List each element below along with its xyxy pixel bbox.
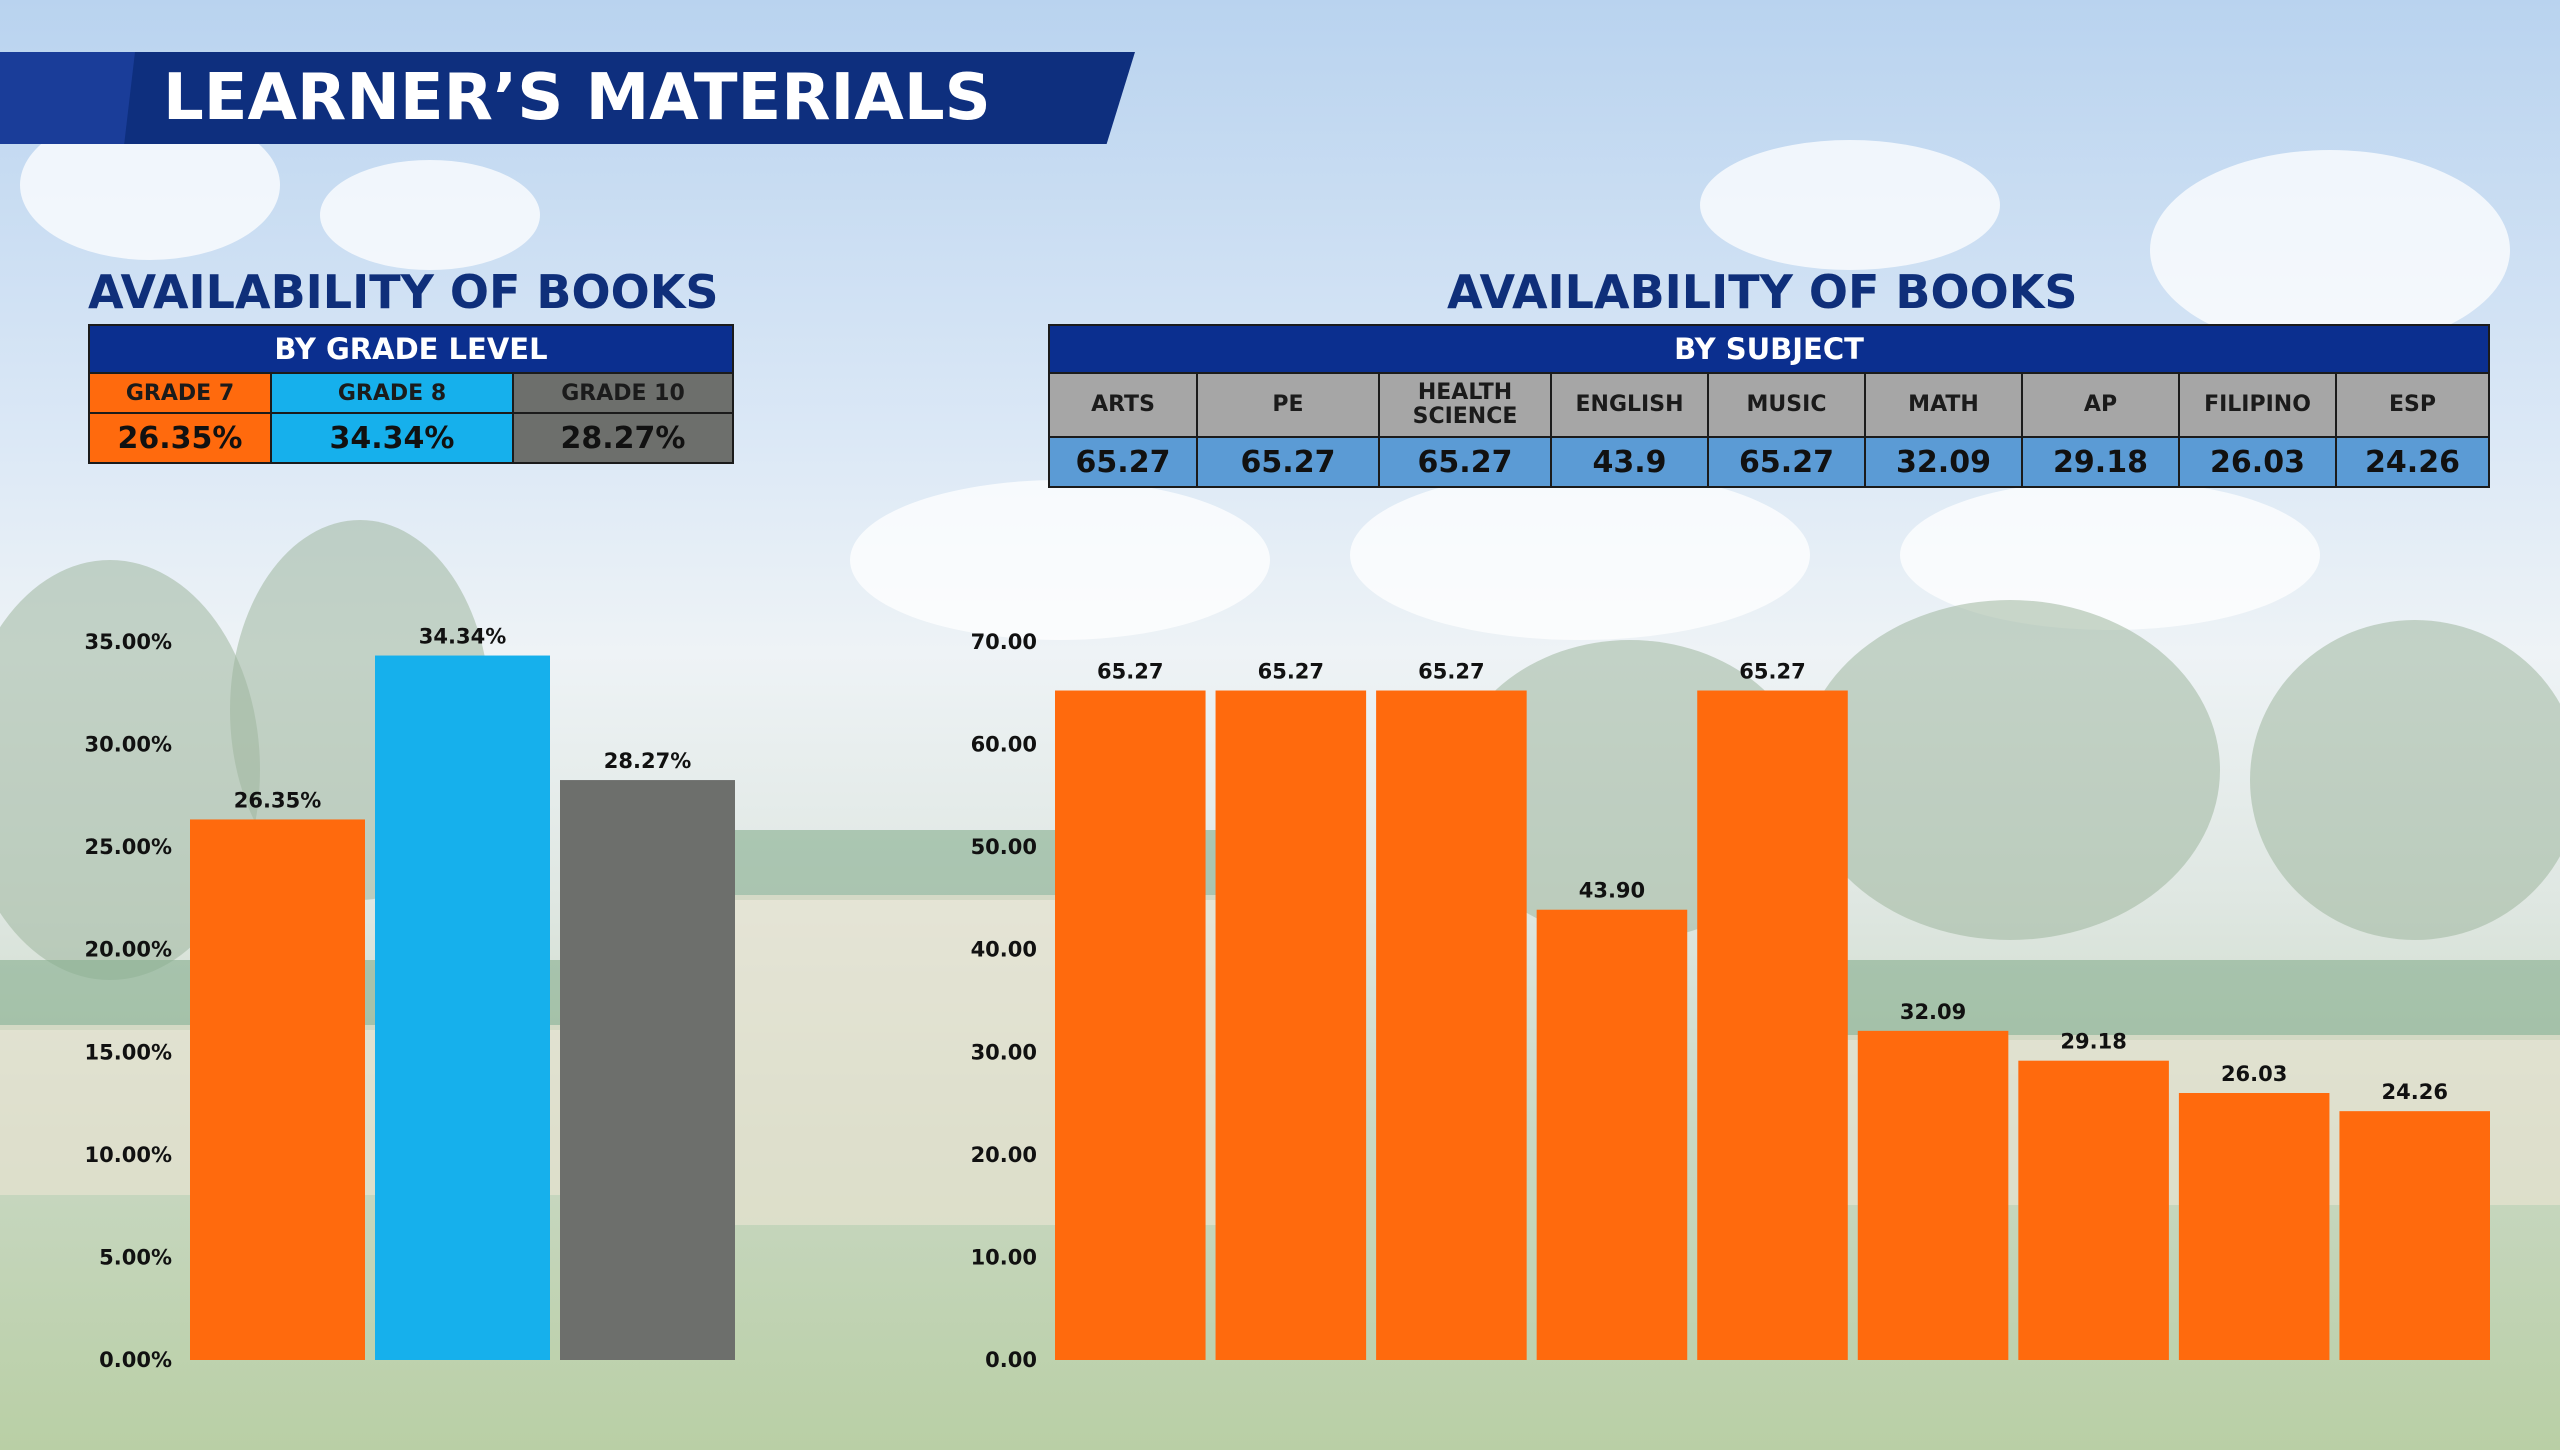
chart2-bar-pe [1215,690,1367,1360]
chart1-bar-grade-8 [375,655,550,1360]
grade-8-value: 34.34% [270,412,514,464]
chart2-bar-arts [1055,690,1206,1360]
subject-label-english: ENGLISH [1550,372,1709,438]
chart2-data-label: 24.26 [2382,1080,2448,1104]
grade-7-label: GRADE 7 [88,372,272,414]
chart2-y-tick-label: 40.00 [971,938,1037,962]
subject-table-header: BY SUBJECT [1048,324,2490,374]
chart2-data-label: 65.27 [1418,660,1484,684]
subject-table: BY SUBJECT ARTS PE HEALTH SCIENCE ENGLISH… [1048,324,2490,488]
chart2-bar-health-science [1376,690,1527,1360]
chart1-y-tick-label: 5.00% [99,1245,172,1269]
chart2-data-label: 65.27 [1258,660,1324,684]
subject-value-ap: 29.18 [2021,436,2180,488]
chart2-data-label: 29.18 [2060,1030,2126,1054]
chart2-y-tick-label: 50.00 [971,835,1037,859]
subject-value-filipino: 26.03 [2178,436,2337,488]
chart2-y-tick-label: 30.00 [971,1040,1037,1064]
subject-value-pe: 65.27 [1196,436,1380,488]
chart2-y-tick-label: 60.00 [971,733,1037,757]
subject-label-pe: PE [1196,372,1380,438]
chart1-y-tick-label: 25.00% [85,835,172,859]
chart2-data-label: 65.27 [1739,660,1805,684]
chart2-bar-math [1857,1030,2009,1360]
subject-label-health-science: HEALTH SCIENCE [1378,372,1552,438]
grade-level-table-header: BY GRADE LEVEL [88,324,734,374]
chart2-bar-ap [2018,1060,2169,1360]
chart2-data-label: 32.09 [1900,1000,1966,1024]
chart2-data-label: 26.03 [2221,1062,2287,1086]
right-heading: AVAILABILITY OF BOOKS [1447,265,2078,319]
subject-value-esp: 24.26 [2335,436,2490,488]
page-title: LEARNER’S MATERIALS [163,61,991,135]
subject-label-filipino: FILIPINO [2178,372,2337,438]
subject-value-health-science: 65.27 [1378,436,1552,488]
grade-7-value: 26.35% [88,412,272,464]
title-banner [0,52,1135,144]
chart2-y-tick-label: 20.00 [971,1143,1037,1167]
chart2-y-tick-label: 10.00 [971,1245,1037,1269]
grade-10-value: 28.27% [512,412,734,464]
subject-label-music: MUSIC [1707,372,1866,438]
chart2-bar-english [1536,909,1688,1360]
chart1-data-label: 26.35% [234,788,321,812]
chart1-y-tick-label: 35.00% [85,630,172,654]
chart1-y-tick-label: 30.00% [85,733,172,757]
chart2-y-tick-label: 0.00 [985,1348,1037,1372]
subject-label-esp: ESP [2335,372,2490,438]
subject-value-english: 43.9 [1550,436,1709,488]
chart1-y-tick-label: 20.00% [85,938,172,962]
grade-level-table: BY GRADE LEVEL GRADE 7 GRADE 8 GRADE 10 … [88,324,734,464]
chart1-data-label: 28.27% [604,749,691,773]
subject-label-ap: AP [2021,372,2180,438]
left-heading: AVAILABILITY OF BOOKS [88,265,719,319]
chart2-y-tick-label: 70.00 [971,630,1037,654]
subject-value-math: 32.09 [1864,436,2023,488]
subject-value-arts: 65.27 [1048,436,1198,488]
chart1-y-tick-label: 15.00% [85,1040,172,1064]
chart1-y-tick-label: 10.00% [85,1143,172,1167]
title-banner-accent [0,52,135,144]
chart2-bar-esp [2339,1111,2490,1360]
subject-label-math: MATH [1864,372,2023,438]
chart1-data-label: 34.34% [419,625,506,649]
grade-8-label: GRADE 8 [270,372,514,414]
chart2-bar-music [1697,690,1848,1360]
subject-value-music: 65.27 [1707,436,1866,488]
chart1-bar-grade-7 [190,819,365,1360]
chart2-data-label: 65.27 [1097,660,1163,684]
chart2-bar-filipino [2178,1093,2330,1360]
chart2-data-label: 43.90 [1579,879,1645,903]
subject-label-arts: ARTS [1048,372,1198,438]
chart1-y-tick-label: 0.00% [99,1348,172,1372]
chart1-bar-grade-10 [560,780,735,1360]
grade-10-label: GRADE 10 [512,372,734,414]
